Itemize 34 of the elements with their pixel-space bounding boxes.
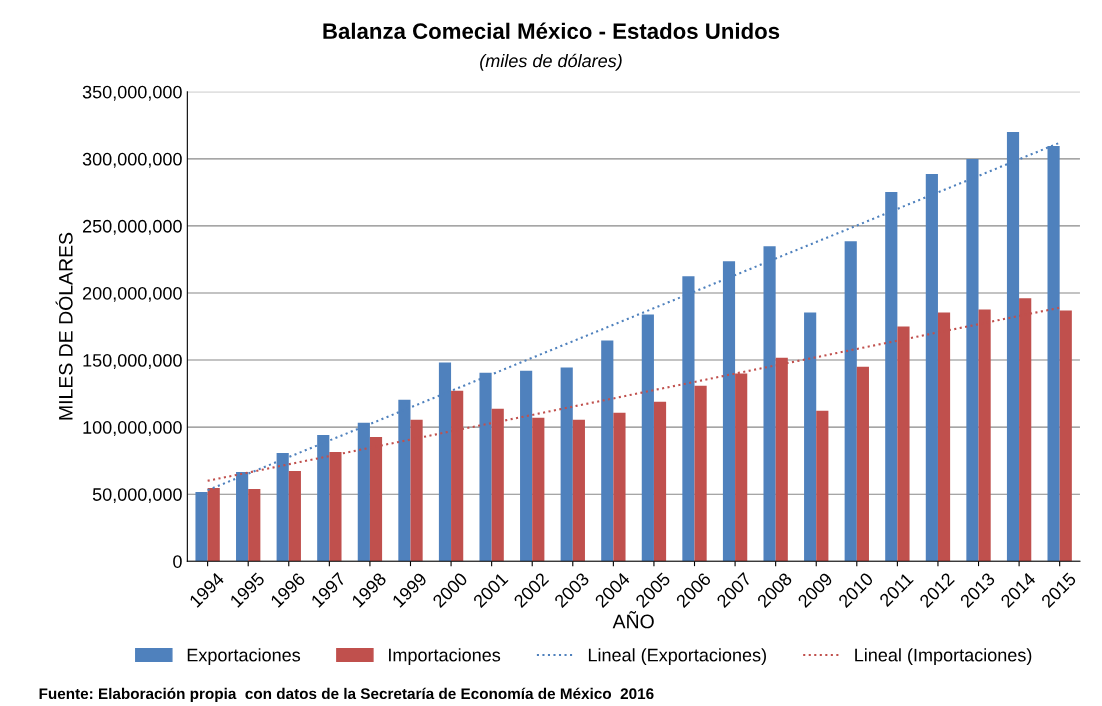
legend-label: Importaciones — [389, 648, 501, 666]
bar — [248, 488, 261, 562]
bar — [694, 385, 707, 562]
bar — [816, 410, 829, 562]
chart-title: Balanza Comecial México - Estados Unidos — [323, 22, 780, 40]
y-axis-title: MILES DE DÓLARES — [55, 232, 73, 420]
bar — [856, 366, 869, 562]
y-tick-label: 300,000,000 — [82, 152, 182, 168]
bar — [613, 412, 626, 562]
bar — [844, 241, 857, 562]
y-tick-label: 150,000,000 — [83, 353, 182, 369]
legend-label: Lineal (Importaciones) — [855, 648, 1032, 666]
bar — [195, 492, 208, 562]
bar — [1059, 310, 1072, 562]
bar — [572, 419, 585, 562]
legend-label: Lineal (Exportaciones) — [588, 648, 766, 666]
y-tick-label: 50,000,000 — [92, 488, 182, 504]
source-note: Fuente: Elaboración propia con datos de la Secretaría de Economía de México 2016 — [39, 687, 654, 703]
bar — [601, 340, 614, 562]
bar — [288, 470, 301, 562]
x-axis-title: AÑO — [612, 611, 654, 629]
y-tick-label: 0 — [173, 555, 182, 568]
chart-subtitle: (miles de dólares) — [480, 53, 622, 71]
y-tick-label: 200,000,000 — [82, 286, 182, 302]
bar — [804, 312, 817, 562]
legend-label: Exportaciones — [187, 648, 301, 666]
bar — [560, 367, 573, 562]
y-tick-label: 350,000,000 — [82, 85, 182, 101]
y-tick-label: 100,000,000 — [83, 421, 182, 436]
bar — [520, 370, 533, 562]
bar — [653, 401, 667, 562]
y-tick-label: 250,000,000 — [82, 219, 182, 235]
bar — [207, 488, 220, 562]
bar — [532, 417, 545, 562]
